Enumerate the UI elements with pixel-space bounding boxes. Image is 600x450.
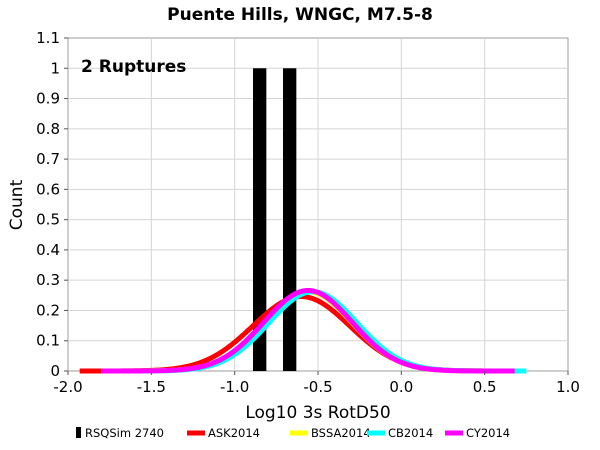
- x-tick-label: 0.5: [473, 378, 497, 396]
- x-tick-label: -1.5: [137, 378, 166, 396]
- x-tick-label: -1.0: [220, 378, 249, 396]
- x-tick-label: -2.0: [53, 378, 82, 396]
- y-tick-label: 0.2: [36, 301, 60, 319]
- x-tick-label: 1.0: [556, 378, 580, 396]
- legend-item: BSSA2014: [290, 426, 371, 440]
- legend: RSQSim 2740 ASK2014 BSSA2014 CB2014 CY2014: [76, 426, 510, 440]
- y-tick-label: 0.3: [36, 271, 60, 289]
- y-tick-label: 1.1: [36, 29, 60, 47]
- legend-label: CB2014: [388, 426, 433, 440]
- y-tick-label: 0.8: [36, 120, 60, 138]
- x-tick-label: -0.5: [303, 378, 332, 396]
- y-tick-label: 0.4: [36, 241, 60, 259]
- y-tick-label: 0: [50, 362, 60, 380]
- x-tick-label: 0.0: [389, 378, 413, 396]
- grid: [68, 38, 568, 371]
- chart-title: Puente Hills, WNGC, M7.5-8: [167, 5, 433, 25]
- x-axis-label: Log10 3s RotD50: [245, 403, 390, 423]
- legend-item: ASK2014: [187, 426, 260, 440]
- histogram-bar: [283, 68, 297, 371]
- legend-label: ASK2014: [208, 426, 260, 440]
- y-axis-label: Count: [7, 179, 27, 230]
- gmpe-curves: [79, 287, 527, 374]
- legend-item: CY2014: [445, 426, 510, 440]
- legend-label: BSSA2014: [311, 426, 371, 440]
- histogram-bar: [253, 68, 267, 371]
- y-tick-label: 0.9: [36, 90, 60, 108]
- y-axis-ticks: 0 0.1 0.2 0.3 0.4 0.5 0.6 0.7 0.8 0.9 1 1.1: [36, 29, 68, 380]
- legend-item: RSQSim 2740: [76, 426, 164, 440]
- y-tick-label: 0.1: [36, 332, 60, 350]
- y-tick-label: 1: [50, 59, 60, 77]
- legend-item: CB2014: [367, 426, 433, 440]
- curve-cy2014: [100, 287, 516, 374]
- x-axis-ticks: -2.0 -1.5 -1.0 -0.5 0.0 0.5 1.0: [53, 371, 580, 396]
- legend-swatch: [76, 427, 81, 438]
- y-tick-label: 0.7: [36, 150, 60, 168]
- rupture-count-annotation: 2 Ruptures: [81, 57, 186, 77]
- legend-label: CY2014: [466, 426, 510, 440]
- y-tick-label: 0.6: [36, 180, 60, 198]
- y-tick-label: 0.5: [36, 211, 60, 229]
- legend-label: RSQSim 2740: [85, 426, 164, 440]
